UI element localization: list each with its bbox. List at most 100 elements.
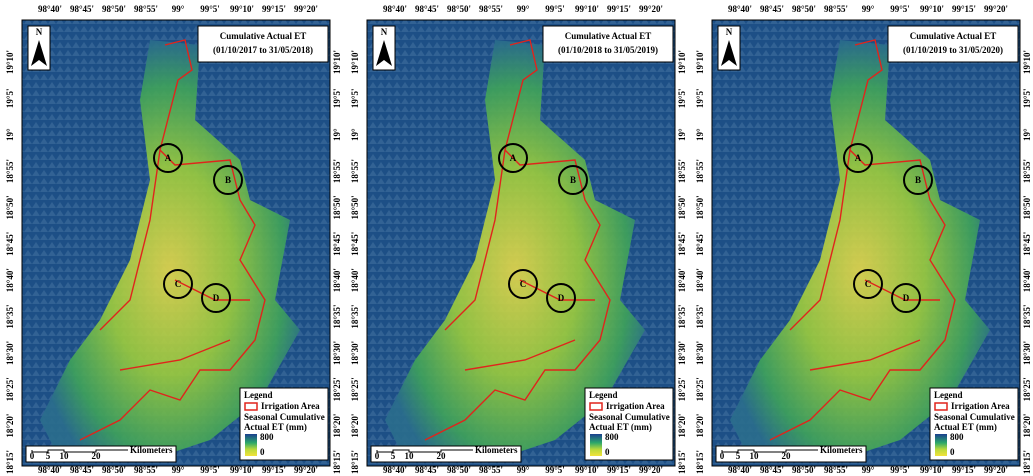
longitude-label: 99°10' (230, 4, 254, 14)
latitude-label: 18°30' (1022, 341, 1032, 365)
longitude-label: 99°15' (952, 465, 976, 475)
longitude-label: 98°40' (383, 4, 407, 14)
scale-tick: 0 (720, 451, 725, 461)
latitude-label: 19° (5, 128, 15, 141)
latitude-label: 19°10' (695, 50, 705, 74)
latitude-label: 18°15' (677, 450, 687, 474)
latitude-label: 19°10' (1022, 50, 1032, 74)
latitude-label: 18°40' (1022, 268, 1032, 292)
longitude-label: 98°50' (102, 465, 126, 475)
color-ramp (245, 434, 257, 456)
legend-title: Legend (589, 390, 618, 400)
map-title: Cumulative Actual ET (220, 31, 307, 41)
latitude-label: 18°15' (1022, 450, 1032, 474)
scale-unit: Kilometers (820, 445, 863, 455)
site-label: D (558, 293, 565, 303)
longitude-label: 99°15' (607, 4, 631, 14)
latitude-label: 19° (332, 128, 342, 141)
legend-item: Actual ET (mm) (244, 422, 307, 432)
longitude-label: 98°45' (70, 465, 94, 475)
latitude-label: 19° (350, 128, 360, 141)
legend-title: Legend (244, 390, 273, 400)
map-title: Cumulative Actual ET (910, 31, 997, 41)
map-period: (01/10/2018 to 31/05/2019) (558, 45, 658, 55)
longitude-label: 99°20' (639, 465, 663, 475)
scale-tick: 10 (60, 451, 70, 461)
latitude-label: 18°30' (695, 341, 705, 365)
scale-unit: Kilometers (130, 445, 173, 455)
latitude-label: 18°50' (695, 195, 705, 219)
latitude-label: 18°35' (1022, 304, 1032, 328)
longitude-label: 98°55' (134, 465, 158, 475)
latitude-label: 18°40' (677, 268, 687, 292)
latitude-label: 18°25' (5, 377, 15, 401)
site-label: C (865, 279, 872, 289)
north-label: N (726, 27, 733, 37)
latitude-label: 18°30' (5, 341, 15, 365)
longitude-label: 98°40' (38, 4, 62, 14)
latitude-label: 19°5' (1022, 89, 1032, 109)
longitude-label: 98°45' (760, 4, 784, 14)
scale-tick: 5 (46, 451, 51, 461)
latitude-label: 18°55' (677, 159, 687, 183)
latitude-label: 19°5' (677, 89, 687, 109)
longitude-label: 99°20' (294, 465, 318, 475)
latitude-label: 18°55' (350, 159, 360, 183)
latitude-label: 19° (1022, 128, 1032, 141)
longitude-label: 99°15' (952, 4, 976, 14)
latitude-label: 18°45' (677, 232, 687, 256)
longitude-label: 98°45' (415, 4, 439, 14)
latitude-label: 18°15' (5, 450, 15, 474)
latitude-label: 18°25' (350, 377, 360, 401)
latitude-label: 19°5' (350, 89, 360, 109)
longitude-label: 99°10' (575, 465, 599, 475)
latitude-label: 19° (695, 128, 705, 141)
map-panel: 98°40'98°40'98°45'98°45'98°50'98°50'98°5… (5, 4, 342, 475)
longitude-label: 98°40' (728, 4, 752, 14)
scale-tick: 20 (92, 451, 102, 461)
latitude-label: 18°30' (332, 341, 342, 365)
longitude-label: 99° (517, 4, 530, 14)
legend-item: Actual ET (mm) (589, 422, 652, 432)
latitude-label: 18°20' (5, 414, 15, 438)
longitude-label: 99°10' (230, 465, 254, 475)
latitude-label: 19°5' (5, 89, 15, 109)
latitude-label: 18°35' (332, 304, 342, 328)
latitude-label: 18°30' (677, 341, 687, 365)
scale-tick: 0 (30, 451, 35, 461)
latitude-label: 18°15' (332, 450, 342, 474)
latitude-label: 19° (677, 128, 687, 141)
latitude-label: 18°45' (350, 232, 360, 256)
site-label: A (165, 153, 172, 163)
longitude-label: 99°5' (200, 465, 220, 475)
latitude-label: 18°20' (350, 414, 360, 438)
ramp-label: 800 (260, 432, 274, 442)
site-label: B (915, 175, 921, 185)
site-label: D (903, 293, 910, 303)
longitude-label: 99°10' (920, 4, 944, 14)
latitude-label: 18°40' (332, 268, 342, 292)
longitude-label: 99°5' (545, 4, 565, 14)
longitude-label: 98°55' (134, 4, 158, 14)
longitude-label: 99°5' (200, 4, 220, 14)
longitude-label: 99°5' (890, 465, 910, 475)
scale-tick: 20 (782, 451, 792, 461)
longitude-label: 99°15' (262, 465, 286, 475)
longitude-label: 99°20' (294, 4, 318, 14)
latitude-label: 19°10' (677, 50, 687, 74)
ramp-label: 0 (950, 447, 955, 457)
map-period: (01/10/2017 to 31/05/2018) (213, 45, 313, 55)
longitude-label: 98°45' (70, 4, 94, 14)
longitude-label: 98°40' (728, 465, 752, 475)
longitude-label: 98°50' (447, 4, 471, 14)
latitude-label: 19°10' (5, 50, 15, 74)
site-label: C (520, 279, 527, 289)
figure: 98°40' 98°40' 98°45' 98°45' 98°50' 98°50' 98°5… (0, 0, 1033, 476)
scale-tick: 0 (375, 451, 380, 461)
longitude-label: 99°15' (607, 465, 631, 475)
latitude-label: 18°50' (677, 195, 687, 219)
map-period: (01/10/2019 to 31/05/2020) (903, 45, 1003, 55)
site-label: B (570, 175, 576, 185)
legend-item: Seasonal Cumulative (589, 412, 670, 422)
legend-title: Legend (934, 390, 963, 400)
